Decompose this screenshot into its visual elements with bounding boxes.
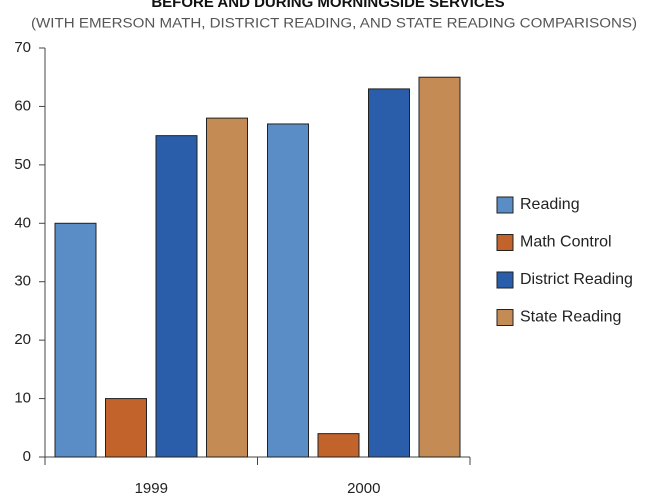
- legend-swatch: [496, 271, 514, 289]
- legend-label: District Reading: [520, 271, 633, 288]
- bar: [368, 88, 410, 458]
- chart-title: BEFORE AND DURING MORNINGSIDE SERVICES: [151, 0, 504, 11]
- y-tick-label: 40: [14, 214, 31, 231]
- bar: [105, 398, 147, 458]
- y-tick-label: 0: [23, 448, 31, 465]
- chart-subtitle: (WITH EMERSON MATH, DISTRICT READING, AN…: [31, 16, 637, 31]
- y-tick-label: 50: [14, 156, 31, 173]
- legend-swatch: [496, 309, 514, 326]
- legend-label: Math Control: [520, 234, 612, 251]
- bar: [54, 222, 97, 458]
- y-tick-label: 70: [14, 39, 31, 56]
- legend-swatch: [496, 234, 514, 251]
- y-tick-label: 30: [14, 273, 31, 290]
- bar: [206, 117, 248, 458]
- bar: [317, 433, 360, 458]
- legend-swatch: [496, 196, 514, 214]
- y-tick-label: 10: [14, 390, 31, 407]
- y-tick-label: 60: [14, 97, 31, 114]
- bar: [418, 76, 461, 458]
- x-tick-label: 2000: [347, 480, 380, 497]
- legend-label: Reading: [520, 196, 580, 213]
- x-tick-label: 1999: [135, 480, 168, 497]
- legend-label: State Reading: [520, 309, 621, 326]
- bar: [267, 123, 309, 458]
- bar: [155, 135, 198, 458]
- y-tick-label: 20: [14, 331, 31, 348]
